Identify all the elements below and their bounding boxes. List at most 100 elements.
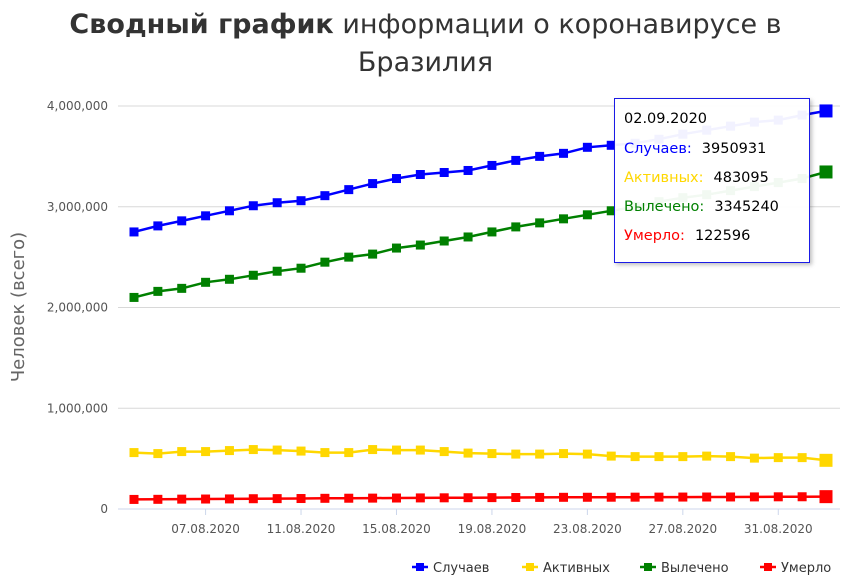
data-point[interactable] — [726, 452, 736, 462]
legend-item[interactable]: Активных — [522, 561, 610, 576]
data-point[interactable] — [797, 492, 807, 502]
data-point[interactable] — [582, 210, 592, 220]
data-point[interactable] — [819, 104, 833, 118]
data-point[interactable] — [487, 493, 497, 503]
data-point[interactable] — [391, 445, 401, 455]
data-point[interactable] — [606, 140, 616, 150]
data-point[interactable] — [272, 494, 282, 504]
data-point[interactable] — [177, 216, 187, 226]
legend-item[interactable]: Умерло — [760, 561, 831, 576]
data-point[interactable] — [439, 236, 449, 246]
data-point[interactable] — [630, 452, 640, 462]
data-point[interactable] — [415, 445, 425, 455]
data-point[interactable] — [702, 492, 712, 502]
data-point[interactable] — [201, 494, 211, 504]
data-point[interactable] — [224, 494, 234, 504]
data-point[interactable] — [368, 493, 378, 503]
data-point[interactable] — [248, 270, 258, 280]
data-point[interactable] — [391, 174, 401, 184]
data-point[interactable] — [535, 218, 545, 228]
data-point[interactable] — [201, 277, 211, 287]
data-point[interactable] — [153, 286, 163, 296]
data-point[interactable] — [559, 148, 569, 158]
data-point[interactable] — [797, 453, 807, 463]
data-point[interactable] — [272, 266, 282, 276]
data-point[interactable] — [201, 211, 211, 221]
data-point[interactable] — [344, 252, 354, 262]
data-point[interactable] — [153, 221, 163, 231]
data-point[interactable] — [224, 206, 234, 216]
data-point[interactable] — [344, 493, 354, 503]
data-point[interactable] — [559, 214, 569, 224]
data-point[interactable] — [129, 292, 139, 302]
data-point[interactable] — [296, 263, 306, 273]
data-point[interactable] — [344, 185, 354, 195]
data-point[interactable] — [819, 490, 833, 504]
data-point[interactable] — [201, 447, 211, 457]
data-point[interactable] — [177, 283, 187, 293]
data-point[interactable] — [129, 227, 139, 237]
data-point[interactable] — [296, 494, 306, 504]
data-point[interactable] — [415, 493, 425, 503]
data-point[interactable] — [582, 449, 592, 459]
data-point[interactable] — [606, 206, 616, 216]
data-point[interactable] — [415, 240, 425, 250]
data-point[interactable] — [535, 449, 545, 459]
data-point[interactable] — [129, 494, 139, 504]
data-point[interactable] — [153, 449, 163, 459]
data-point[interactable] — [535, 492, 545, 502]
data-point[interactable] — [511, 222, 521, 232]
data-point[interactable] — [391, 493, 401, 503]
data-point[interactable] — [177, 447, 187, 457]
data-point[interactable] — [535, 151, 545, 161]
data-point[interactable] — [248, 201, 258, 211]
data-point[interactable] — [606, 492, 616, 502]
data-point[interactable] — [511, 493, 521, 503]
data-point[interactable] — [559, 449, 569, 459]
data-point[interactable] — [320, 493, 330, 503]
data-point[interactable] — [439, 493, 449, 503]
data-point[interactable] — [391, 243, 401, 253]
data-point[interactable] — [582, 142, 592, 152]
data-point[interactable] — [819, 165, 833, 179]
data-point[interactable] — [224, 274, 234, 284]
data-point[interactable] — [153, 494, 163, 504]
data-point[interactable] — [368, 179, 378, 189]
data-point[interactable] — [320, 448, 330, 458]
data-point[interactable] — [463, 493, 473, 503]
data-point[interactable] — [248, 494, 258, 504]
data-point[interactable] — [511, 155, 521, 165]
data-point[interactable] — [415, 170, 425, 180]
data-point[interactable] — [272, 198, 282, 208]
data-point[interactable] — [654, 492, 664, 502]
data-point[interactable] — [487, 449, 497, 459]
data-point[interactable] — [320, 257, 330, 267]
data-point[interactable] — [582, 492, 592, 502]
data-point[interactable] — [129, 448, 139, 458]
data-point[interactable] — [463, 165, 473, 175]
data-point[interactable] — [272, 445, 282, 455]
data-point[interactable] — [320, 191, 330, 201]
data-point[interactable] — [439, 447, 449, 457]
data-point[interactable] — [678, 492, 688, 502]
data-point[interactable] — [606, 451, 616, 461]
data-point[interactable] — [296, 196, 306, 206]
data-point[interactable] — [511, 449, 521, 459]
data-point[interactable] — [487, 227, 497, 237]
data-point[interactable] — [773, 492, 783, 502]
data-point[interactable] — [368, 445, 378, 455]
data-point[interactable] — [439, 167, 449, 177]
data-point[interactable] — [224, 446, 234, 456]
data-point[interactable] — [463, 448, 473, 458]
data-point[interactable] — [177, 494, 187, 504]
data-point[interactable] — [819, 453, 833, 467]
data-point[interactable] — [702, 451, 712, 461]
data-point[interactable] — [654, 452, 664, 462]
data-point[interactable] — [630, 492, 640, 502]
legend-item[interactable]: Вылечено — [640, 561, 729, 576]
data-point[interactable] — [248, 445, 258, 455]
data-point[interactable] — [344, 448, 354, 458]
data-point[interactable] — [749, 492, 759, 502]
data-point[interactable] — [463, 232, 473, 242]
data-point[interactable] — [678, 452, 688, 462]
